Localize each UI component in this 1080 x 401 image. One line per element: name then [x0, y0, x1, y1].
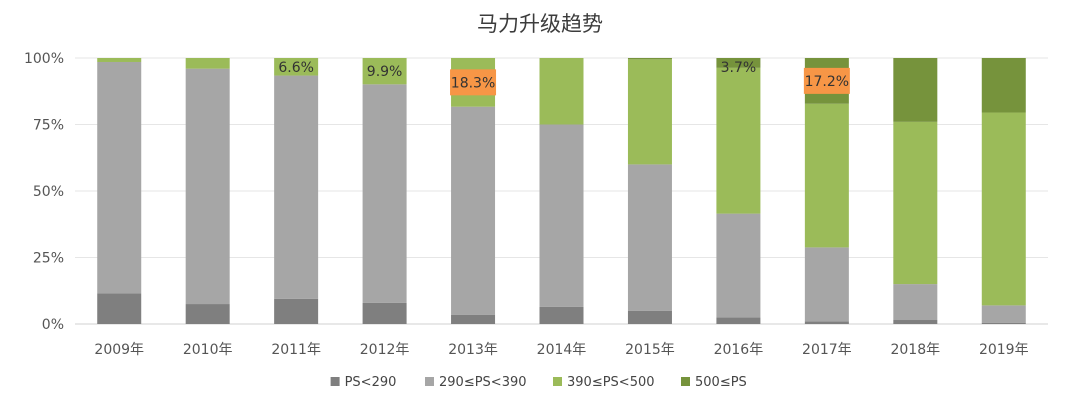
- bar-segment: [97, 58, 142, 62]
- bar-segment: [716, 67, 761, 214]
- x-tick-label: 2013年: [448, 342, 498, 358]
- data-label: 9.9%: [367, 64, 403, 80]
- legend-swatch: [553, 377, 562, 386]
- bar-segment: [893, 320, 938, 324]
- x-tick-label: 2010年: [183, 342, 233, 358]
- bar-segment: [362, 84, 407, 303]
- bar-segment: [716, 213, 761, 318]
- x-tick-label: 2015年: [625, 342, 675, 358]
- x-tick-label: 2009年: [94, 342, 144, 358]
- bar-segment: [362, 302, 407, 324]
- y-tick-label: 100%: [24, 51, 64, 67]
- legend: PS<290 290≤PS<390 390≤PS<500 500≤PS: [330, 375, 747, 390]
- legend-label: PS<290: [345, 375, 397, 390]
- data-label-background: [450, 69, 497, 96]
- bar-segment: [274, 298, 319, 324]
- data-labels: 6.6% 9.9% 18.3% 3.7% 17.2%: [278, 60, 850, 96]
- bar-segment: [539, 306, 584, 324]
- bar-segment: [804, 247, 849, 322]
- bar-segment: [362, 58, 407, 85]
- bar-segment: [716, 317, 761, 324]
- bar-segment: [716, 58, 761, 68]
- y-tick-label: 50%: [33, 184, 64, 200]
- legend-swatch: [425, 377, 434, 386]
- bar-segment: [893, 284, 938, 321]
- legend-label: 390≤PS<500: [567, 375, 655, 390]
- bar-segment: [981, 58, 1026, 113]
- x-tick-label: 2012年: [360, 342, 410, 358]
- legend-swatch: [681, 377, 690, 386]
- bar-segment: [627, 59, 672, 165]
- bars-group: [97, 58, 1026, 324]
- bar-segment: [627, 58, 672, 60]
- y-tick-label: 25%: [33, 251, 64, 267]
- data-label: 17.2%: [805, 74, 849, 90]
- bar-segment: [451, 314, 496, 324]
- x-tick-label: 2016年: [714, 342, 764, 358]
- legend-label: 290≤PS<390: [439, 375, 527, 390]
- x-tick-label: 2011年: [271, 342, 321, 358]
- y-axis-ticks: 0% 25% 50% 75% 100%: [24, 51, 64, 333]
- bar-segment: [981, 112, 1026, 306]
- x-tick-label: 2019年: [979, 342, 1029, 358]
- bar-segment: [804, 321, 849, 324]
- x-tick-label: 2014年: [537, 342, 587, 358]
- y-tick-label: 0%: [42, 317, 64, 333]
- bar-segment: [274, 58, 319, 76]
- data-label: 3.7%: [721, 60, 757, 76]
- bar-segment: [804, 103, 849, 248]
- x-axis-ticks: 2009年 2010年 2011年 2012年 2013年 2014年 2015年 2016年…: [94, 342, 1028, 358]
- bar-segment: [539, 58, 584, 125]
- bar-segment: [893, 58, 938, 122]
- bar-segment: [185, 58, 230, 69]
- bar-segment: [185, 304, 230, 324]
- chart-title: 马力升级趋势: [477, 12, 603, 36]
- bar-segment: [97, 293, 142, 324]
- bar-segment: [185, 68, 230, 305]
- bar-segment: [97, 61, 142, 294]
- y-tick-label: 75%: [33, 118, 64, 134]
- x-tick-label: 2018年: [890, 342, 940, 358]
- data-label-background: [803, 67, 850, 94]
- bar-segment: [539, 124, 584, 307]
- bar-segment: [893, 121, 938, 285]
- bar-segment: [981, 305, 1026, 323]
- legend-label: 500≤PS: [695, 375, 747, 390]
- bar-segment: [451, 106, 496, 315]
- legend-swatch: [330, 377, 340, 386]
- data-label: 6.6%: [278, 60, 314, 76]
- x-tick-label: 2017年: [802, 342, 852, 358]
- bar-segment: [627, 164, 672, 311]
- bar-segment: [627, 310, 672, 324]
- bar-segment: [981, 322, 1026, 324]
- bar-segment: [274, 75, 319, 299]
- data-label: 18.3%: [451, 75, 495, 91]
